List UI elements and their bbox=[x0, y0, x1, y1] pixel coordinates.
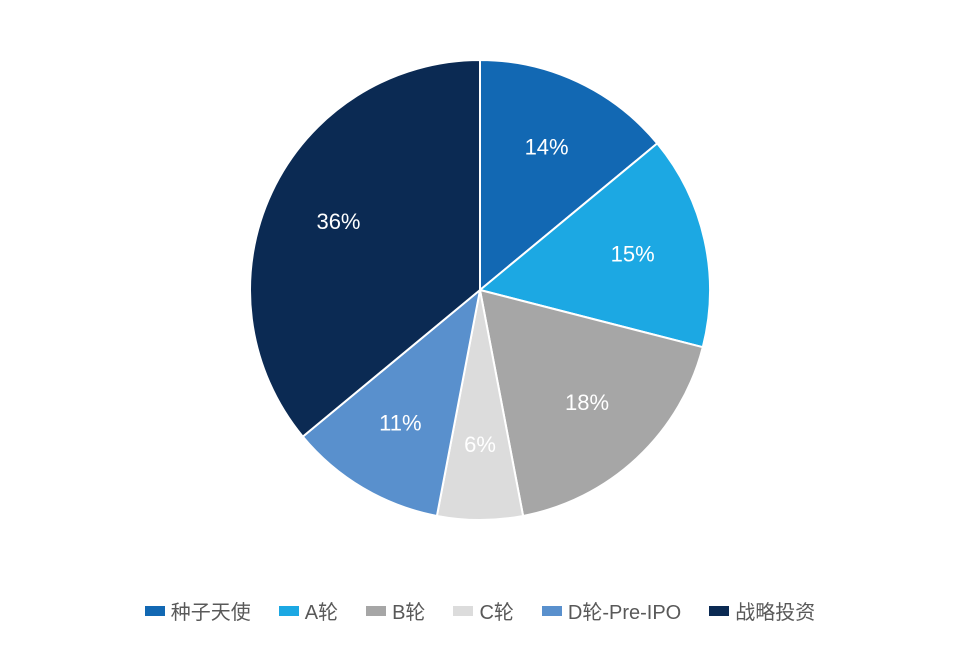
legend-swatch bbox=[542, 606, 562, 616]
pie-slice-percent-label: 18% bbox=[565, 390, 609, 415]
legend-swatch bbox=[145, 606, 165, 616]
legend-swatch bbox=[279, 606, 299, 616]
pie-slice-percent-label: 14% bbox=[525, 134, 569, 159]
pie-slice-percent-label: 11% bbox=[379, 410, 421, 435]
legend-item: 种子天使 bbox=[145, 596, 251, 625]
legend-label: D轮-Pre-IPO bbox=[568, 596, 681, 625]
pie-chart-svg: 14% 15% 18% 6% 11% 36% bbox=[0, 0, 960, 650]
pie-chart-container: 14% 15% 18% 6% 11% 36% 种子天使 A轮 B轮 C轮 D轮-Pre-IPO 战略… bbox=[0, 0, 960, 650]
legend-item: D轮-Pre-IPO bbox=[542, 596, 681, 625]
legend-item: C轮 bbox=[453, 596, 513, 625]
legend-swatch bbox=[366, 606, 386, 616]
legend-swatch bbox=[453, 606, 473, 616]
legend-label: B轮 bbox=[392, 596, 425, 625]
legend-label: A轮 bbox=[305, 596, 338, 625]
pie-slice-percent-label: 15% bbox=[611, 242, 655, 267]
legend-item: B轮 bbox=[366, 596, 425, 625]
pie-slice-percent-label: 36% bbox=[316, 209, 360, 234]
pie-slice-percent-label: 6% bbox=[464, 432, 496, 457]
legend-swatch bbox=[709, 606, 729, 616]
chart-legend: 种子天使 A轮 B轮 C轮 D轮-Pre-IPO 战略投资 bbox=[0, 596, 960, 625]
legend-item: 战略投资 bbox=[709, 596, 815, 625]
legend-item: A轮 bbox=[279, 596, 338, 625]
legend-label: C轮 bbox=[479, 596, 513, 625]
legend-label: 种子天使 bbox=[171, 596, 251, 625]
legend-label: 战略投资 bbox=[735, 596, 815, 625]
